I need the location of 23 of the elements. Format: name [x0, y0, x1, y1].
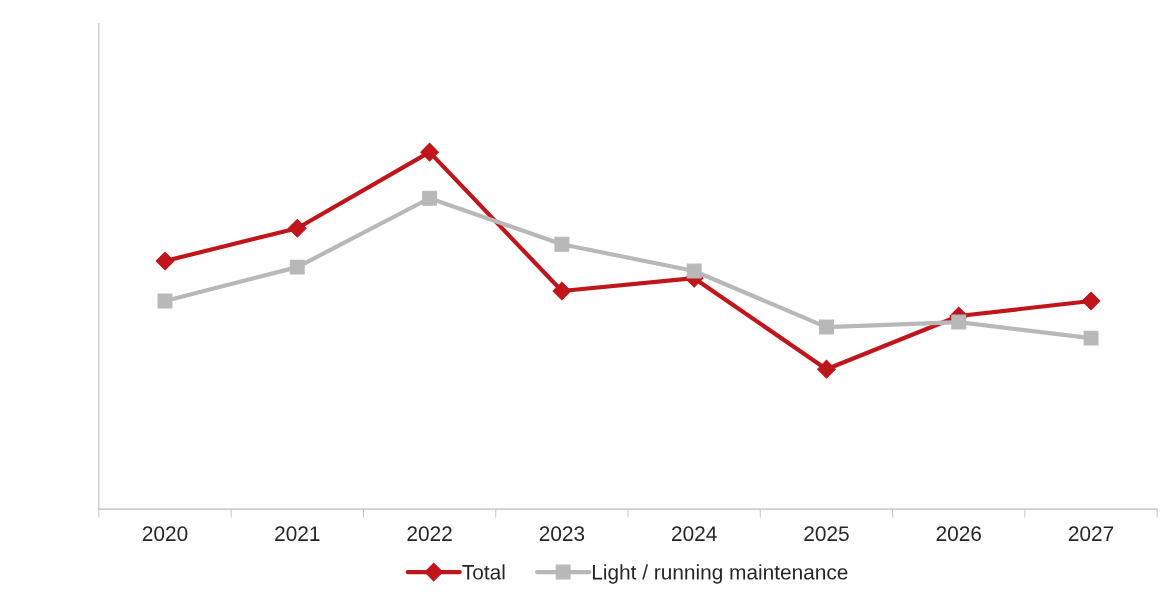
- point: [1083, 330, 1099, 346]
- legend-label: Light / running maintenance: [592, 564, 848, 584]
- point: [817, 359, 836, 379]
- legend-label: Total: [462, 564, 505, 580]
- point: [420, 142, 439, 162]
- x-tick-label: 2020: [142, 526, 188, 542]
- x-tick-label: 2022: [407, 526, 452, 542]
- point: [287, 218, 307, 238]
- point: [818, 319, 834, 335]
- point: [951, 314, 967, 330]
- point: [554, 236, 570, 252]
- point: [289, 259, 305, 275]
- x-tick-label: 2024: [672, 526, 717, 542]
- point: [686, 263, 702, 279]
- x-tick-label: 2025: [804, 526, 849, 542]
- x-tick-label: 2026: [936, 526, 982, 542]
- x-tick-label: 2027: [1068, 526, 1114, 542]
- point: [552, 281, 572, 301]
- point: [1081, 291, 1101, 311]
- point: [155, 251, 175, 271]
- point: [422, 190, 438, 206]
- x-tick-label: 2023: [539, 526, 585, 542]
- x-tick-label: 2021: [275, 526, 320, 542]
